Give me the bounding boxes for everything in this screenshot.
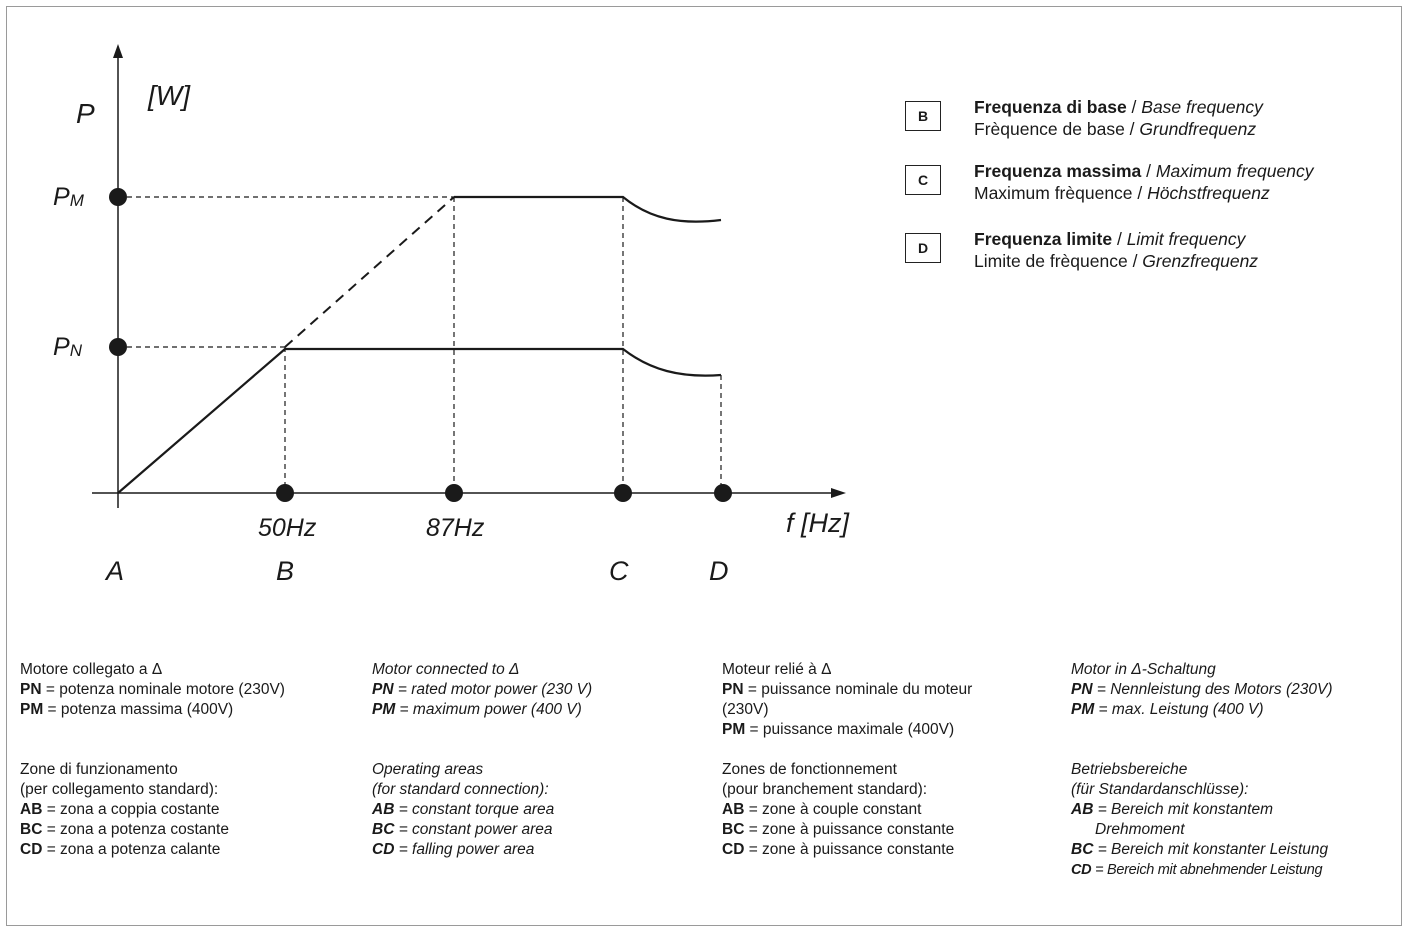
legend-text-c: Frequenza massima / Maximum frequency Ma…: [974, 160, 1313, 204]
point-label-c: C: [609, 556, 629, 586]
d-point: [714, 484, 732, 502]
y-axis-arrow: [113, 44, 123, 58]
x-axis-arrow: [831, 488, 846, 498]
pn-definition: PN = potenza nominale motore (230V): [20, 681, 285, 698]
y-axis-symbol: P: [76, 98, 95, 129]
legend-title-en: Limit frequency: [1126, 229, 1246, 249]
notes-title: Motor in Δ-Schaltung: [1071, 661, 1216, 678]
zones-subheading: (for standard connection):: [372, 781, 549, 798]
legend-item-c: C Frequenza massima / Maximum frequency …: [905, 160, 1313, 204]
notes-italian: Motore collegato a Δ PN = potenza nomina…: [20, 660, 340, 860]
max-frequency-label: 87Hz: [426, 514, 485, 542]
legend-title-en: Maximum frequency: [1155, 161, 1314, 181]
pm-definition: PM = max. Leistung (400 V): [1071, 701, 1264, 718]
cd-definition: CD = zona a potenza calante: [20, 841, 221, 858]
legend-title-de: Grundfrequenz: [1139, 119, 1257, 139]
cd-definition: CD = Bereich mit abnehmender Leistung: [1071, 862, 1323, 878]
point-label-d: D: [709, 556, 729, 586]
pm-definition: PM = puissance maximale (400V): [722, 721, 955, 738]
zones-subheading: (per collegamento standard):: [20, 781, 219, 798]
legend-separator: /: [1126, 97, 1142, 117]
pm-point: [109, 188, 127, 206]
base-frequency-label: 50Hz: [258, 514, 317, 542]
point-label-b: B: [276, 556, 294, 586]
legend-key-c: C: [905, 165, 941, 195]
max-point: [445, 484, 463, 502]
legend-title: Frequenza di base: [974, 97, 1127, 117]
y-axis-unit: [W]: [147, 80, 191, 111]
legend-text-d: Frequenza limite / Limit frequency Limit…: [974, 228, 1258, 272]
legend-title-fr: Frèquence de base /: [974, 119, 1140, 139]
point-label-a: A: [104, 556, 124, 586]
legend-title-fr: Maximum frèquence /: [974, 183, 1148, 203]
pm-definition: PM = maximum power (400 V): [372, 701, 582, 718]
notes-french: Moteur relié à Δ PN = puissance nominale…: [722, 660, 1042, 860]
legend-title: Frequenza limite: [974, 229, 1113, 249]
ab-definition: AB = Bereich mit konstantem: [1071, 801, 1274, 818]
legend-separator: /: [1141, 161, 1156, 181]
zones-heading: Zone di funzionamento: [20, 761, 178, 778]
zones-heading: Zones de fonctionnement: [722, 761, 897, 778]
notes-title: Moteur relié à Δ: [722, 661, 832, 678]
zones-heading: Betriebsbereiche: [1071, 761, 1188, 778]
zones-subheading: (für Standardanschlüsse):: [1071, 781, 1249, 798]
legend-item-b: B Frequenza di base / Base frequency Frè…: [905, 96, 1263, 140]
power-frequency-diagram: P [W] PM PN 50Hz 87Hz f [Hz] A B C D: [53, 44, 851, 586]
legend-separator: /: [1112, 229, 1127, 249]
notes-title: Motor connected to Δ: [372, 661, 520, 678]
notes-title: Motore collegato a Δ: [20, 661, 163, 678]
pn-label: PN: [53, 333, 83, 361]
pn-definition: PN = puissance nominale du moteur: [722, 681, 973, 698]
legend-key-b: B: [905, 101, 941, 131]
pm-definition: PM = potenza massima (400V): [20, 701, 234, 718]
pn-point: [109, 338, 127, 356]
legend-title-fr: Limite de frèquence /: [974, 251, 1143, 271]
cd-definition: CD = falling power area: [372, 841, 535, 858]
figure-frame: [6, 6, 1402, 926]
ab-definition: AB = zone à couple constant: [722, 801, 922, 818]
bc-definition: BC = constant power area: [372, 821, 553, 838]
pn-definition: PN = Nennleistung des Motors (230V): [1071, 681, 1333, 698]
zones-subheading: (pour branchement standard):: [722, 781, 928, 798]
b-point: [276, 484, 294, 502]
pm-label: PM: [53, 183, 85, 211]
pn-curve: [117, 347, 722, 494]
legend-title-en: Base frequency: [1141, 97, 1263, 117]
bc-definition: BC = zone à puissance constante: [722, 821, 955, 838]
c-point: [614, 484, 632, 502]
bc-definition: BC = zona a potenza costante: [20, 821, 229, 838]
zones-heading: Operating areas: [372, 761, 484, 778]
extrapolation-line: [284, 196, 455, 348]
legend-key-d: D: [905, 233, 941, 263]
ab-definition: AB = constant torque area: [372, 801, 555, 818]
legend-title-de: Grenzfrequenz: [1142, 251, 1259, 271]
x-axis-label: f [Hz]: [786, 508, 851, 538]
ab-definition-cont: Drehmoment: [1095, 821, 1185, 838]
legend-title-de: Höchstfrequenz: [1147, 183, 1270, 203]
legend-title: Frequenza massima: [974, 161, 1142, 181]
ab-definition: AB = zona a coppia costante: [20, 801, 220, 818]
legend-text-b: Frequenza di base / Base frequency Frèqu…: [974, 96, 1263, 140]
notes-german: Motor in Δ-Schaltung PN = Nennleistung d…: [1071, 660, 1401, 880]
pn-definition-cont: (230V): [722, 701, 769, 718]
notes-english: Motor connected to Δ PN = rated motor po…: [372, 660, 692, 860]
pn-definition: PN = rated motor power (230 V): [372, 681, 593, 698]
cd-definition: CD = zone à puissance constante: [722, 841, 955, 858]
bc-definition: BC = Bereich mit konstanter Leistung: [1071, 841, 1329, 858]
pm-curve: [454, 195, 722, 223]
legend-item-d: D Frequenza limite / Limit frequency Lim…: [905, 228, 1258, 272]
